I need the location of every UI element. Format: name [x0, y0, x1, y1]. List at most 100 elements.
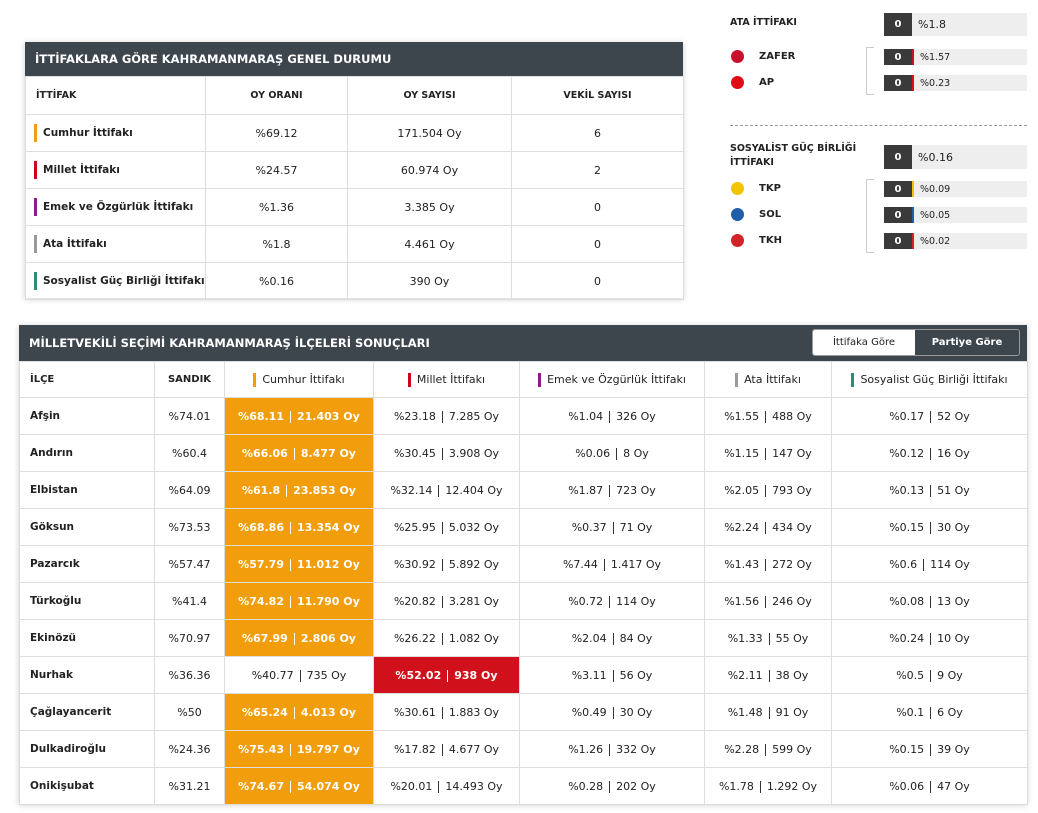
- result-rate: %1.78: [718, 779, 754, 793]
- result-cell: %30.45 3.908 Oy: [373, 434, 520, 472]
- alliance-name: Millet İttifakı: [43, 164, 120, 176]
- result-rate: %0.06: [889, 779, 925, 793]
- sandik: %24.36: [154, 730, 225, 768]
- summary-row: Millet İttifakı %24.57 60.974 Oy 2: [25, 151, 684, 189]
- result-rate: %0.17: [889, 409, 925, 423]
- district-row: Nurhak %36.36 %40.77 735 Oy %52.02 938 Oy %3.1…: [19, 656, 1028, 694]
- result-cell: %0.06 8 Oy: [519, 434, 705, 472]
- separator: [765, 595, 767, 608]
- result-votes: 332 Oy: [616, 742, 656, 756]
- district-name: Pazarcık: [19, 545, 155, 583]
- result-cell: %0.17 52 Oy: [831, 397, 1028, 435]
- color-bar: [735, 372, 739, 387]
- party-rate: %0.23: [912, 75, 1027, 91]
- result-rate: %1.04: [568, 409, 604, 423]
- sandik: %57.47: [154, 545, 225, 583]
- result-votes: 11.790 Oy: [297, 594, 360, 608]
- party-rate: %0.09: [912, 181, 1027, 197]
- result-rate: %68.11: [238, 409, 284, 423]
- result-cell: %17.82 4.677 Oy: [373, 730, 520, 768]
- summary-title: İTTİFAKLARA GÖRE KAHRAMANMARAŞ GENEL DUR…: [25, 42, 683, 76]
- result-votes: 9 Oy: [937, 668, 963, 682]
- party-seats: 0: [884, 233, 912, 249]
- result-rate: %2.28: [724, 742, 760, 756]
- separator: [299, 669, 301, 682]
- result-cell: %1.15 147 Oy: [704, 434, 832, 472]
- tab[interactable]: İttifaka Göre: [813, 330, 916, 355]
- separator: [930, 632, 932, 645]
- result-rate: %52.02: [395, 668, 442, 682]
- result-rate: %1.43: [724, 557, 760, 571]
- result-cell: %1.48 91 Oy: [704, 693, 832, 731]
- result-votes: 434 Oy: [772, 520, 812, 534]
- result-cell: %57.79 11.012 Oy: [224, 545, 374, 583]
- column-header: OY SAYISI: [347, 76, 512, 115]
- result-rate: %1.26: [568, 742, 604, 756]
- result-rate: %2.04: [571, 631, 607, 645]
- result-cell: %1.55 488 Oy: [704, 397, 832, 435]
- result-rate: %0.06: [575, 446, 611, 460]
- result-cell: %67.99 2.806 Oy: [224, 619, 374, 657]
- alliance-cell: Emek ve Özgürlük İttifakı: [25, 188, 206, 226]
- result-rate: %1.15: [724, 446, 760, 460]
- divider: [730, 125, 1027, 126]
- alliance-name: Millet İttifakı: [416, 372, 486, 386]
- result-votes: 114 Oy: [616, 594, 656, 608]
- summary-rate: %69.12: [205, 114, 348, 152]
- party-name: SOL: [759, 209, 782, 220]
- separator: [438, 484, 440, 497]
- separator: [930, 410, 932, 423]
- tab[interactable]: Partiye Göre: [931, 337, 1003, 348]
- separator: [612, 521, 614, 534]
- result-rate: %1.56: [724, 594, 760, 608]
- result-votes: 8 Oy: [623, 446, 649, 460]
- result-votes: 326 Oy: [616, 409, 656, 423]
- party-name: ZAFER: [759, 51, 796, 62]
- sandik: %73.53: [154, 508, 225, 546]
- district-name: Türkoğlu: [19, 582, 155, 620]
- column-header: OY ORANI: [205, 76, 348, 115]
- result-votes: 4.013 Oy: [300, 705, 356, 719]
- separator: [930, 743, 932, 756]
- result-cell: %2.28 599 Oy: [704, 730, 832, 768]
- separator: [441, 410, 443, 423]
- result-rate: %1.87: [568, 483, 604, 497]
- result-cell: %0.6 114 Oy: [831, 545, 1028, 583]
- district-name: Göksun: [19, 508, 155, 546]
- summary-seats: 0: [511, 225, 684, 263]
- bracket: [866, 47, 874, 95]
- result-rate: %0.6: [889, 557, 918, 571]
- result-rate: %20.01: [390, 779, 433, 793]
- result-votes: 23.853 Oy: [293, 483, 356, 497]
- result-votes: 71 Oy: [619, 520, 653, 534]
- result-votes: 14.493 Oy: [445, 779, 503, 793]
- result-votes: 84 Oy: [619, 631, 653, 645]
- separator: [759, 780, 761, 793]
- district-name: Çağlayancerit: [19, 693, 155, 731]
- district-row: Afşin %74.01 %68.11 21.403 Oy %23.18 7.285 Oy…: [19, 397, 1028, 435]
- alliance-name: Cumhur İttifakı: [43, 127, 133, 139]
- result-votes: 12.404 Oy: [445, 483, 503, 497]
- separator: [930, 447, 932, 460]
- result-votes: 1.883 Oy: [448, 705, 500, 719]
- separator: [609, 743, 611, 756]
- separator: [612, 632, 614, 645]
- separator: [923, 558, 925, 571]
- alliance-name: Cumhur İttifakı: [262, 372, 345, 386]
- result-rate: %0.72: [568, 594, 604, 608]
- result-cell: %20.01 14.493 Oy: [373, 767, 520, 805]
- result-cell: %1.43 272 Oy: [704, 545, 832, 583]
- party-rate: %0.05: [912, 207, 1027, 223]
- party-seats: 0: [884, 181, 912, 197]
- result-cell: %52.02 938 Oy: [373, 656, 520, 694]
- result-cell: %25.95 5.032 Oy: [373, 508, 520, 546]
- result-rate: %23.18: [393, 409, 436, 423]
- summary-votes: 60.974 Oy: [347, 151, 512, 189]
- result-cell: %2.05 793 Oy: [704, 471, 832, 509]
- result-cell: %23.18 7.285 Oy: [373, 397, 520, 435]
- result-rate: %0.08: [889, 594, 925, 608]
- alliance-name: Ata İttifakı: [744, 372, 801, 386]
- result-votes: 51 Oy: [937, 483, 970, 497]
- district-name: Nurhak: [19, 656, 155, 694]
- result-cell: %32.14 12.404 Oy: [373, 471, 520, 509]
